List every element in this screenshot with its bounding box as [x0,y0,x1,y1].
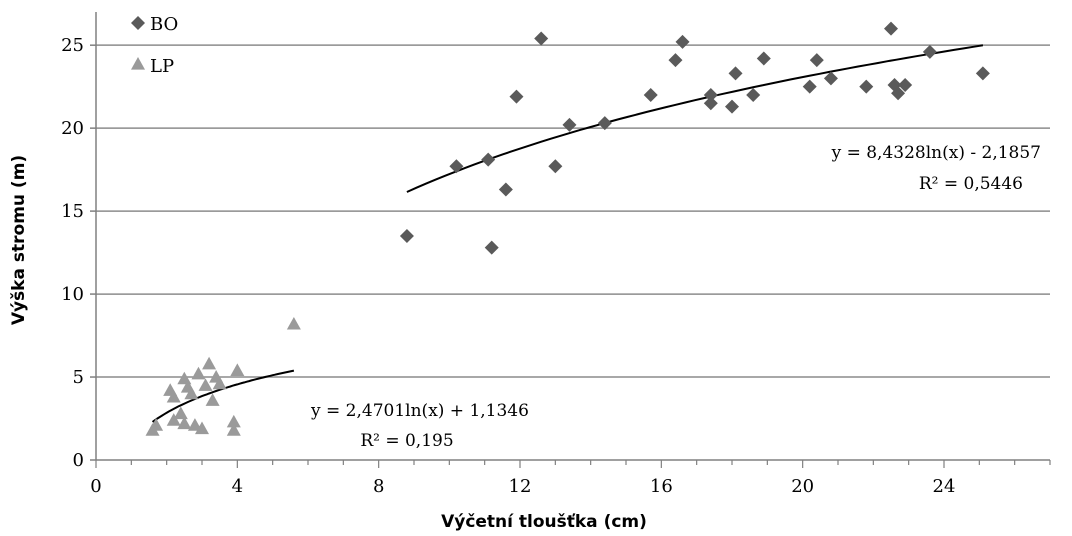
x-axis-title: Výčetní tloušťka (cm) [441,512,647,532]
point-bo-9 [597,116,612,131]
point-bo-11 [668,53,683,68]
point-lp-17 [212,376,227,390]
lp-trend-equation: y = 2,4701ln(x) + 1,1346 [310,401,529,421]
legend-label-bo: BO [150,14,178,35]
point-lp-9 [184,386,199,400]
point-bo-8 [562,117,577,132]
trendline-bo [406,44,984,193]
point-bo-12 [675,34,690,49]
point-bo-13 [703,96,718,111]
bo-trend-equation: y = 8,4328ln(x) - 2,1857 [831,143,1041,163]
y-tick-label-5: 5 [73,367,84,388]
point-bo-4 [498,182,513,197]
point-bo-5 [509,89,524,104]
point-lp-14 [202,356,217,370]
point-bo-21 [823,71,838,86]
point-bo-7 [548,159,563,174]
point-bo-3 [484,240,499,255]
point-bo-2 [481,152,496,167]
point-lp-19 [226,423,241,436]
data-points [145,21,990,436]
point-bo-22 [859,79,874,94]
point-bo-20 [809,53,824,68]
point-bo-14 [703,87,718,102]
legend-marker-bo [131,16,145,30]
point-bo-26 [898,78,913,93]
point-lp-3 [166,389,181,403]
point-bo-16 [728,66,743,81]
axes [95,12,1050,461]
point-lp-21 [286,316,301,330]
lp-trend-r2: R² = 0,195 [360,431,453,451]
point-lp-10 [187,418,202,431]
x-tick-label-24: 24 [933,476,956,497]
x-tick-label-8: 8 [373,476,384,497]
y-axis-title: Výška stromu (m) [9,155,29,325]
point-bo-19 [802,79,817,94]
point-lp-11 [191,366,206,380]
point-bo-25 [891,86,906,101]
x-tick-label-20: 20 [791,476,814,497]
bo-trend-r2: R² = 0,5446 [919,174,1023,194]
y-tick-label-0: 0 [73,450,84,471]
point-lp-20 [230,363,245,376]
trendlines [151,44,984,423]
point-bo-15 [725,99,739,114]
point-bo-27 [922,44,937,59]
point-bo-10 [643,87,658,102]
y-tick-label-15: 15 [61,201,84,222]
point-bo-23 [884,21,898,36]
point-bo-28 [975,66,990,81]
point-bo-1 [449,159,464,174]
x-tick-label-16: 16 [650,476,673,497]
x-tick-label-12: 12 [509,476,532,497]
point-bo-18 [756,51,771,66]
y-tick-label-20: 20 [61,118,84,139]
point-lp-18 [226,414,241,428]
legend-marker-lp [131,57,145,70]
point-lp-7 [177,416,192,430]
y-tick-label-10: 10 [61,284,84,305]
x-tick-label-0: 0 [90,476,101,497]
x-tick-label-4: 4 [232,476,243,497]
y-axis-ticks: 0 5 10 15 20 25 [61,35,96,471]
point-lp-6 [177,371,192,385]
point-bo-6 [534,31,549,46]
x-axis-ticks: 0 4 8 12 16 20 24 [90,460,1051,497]
legend: BO LP [131,14,178,77]
point-lp-13 [198,378,213,391]
point-bo-0 [399,229,414,243]
point-bo-17 [746,87,761,102]
gridlines [96,44,1050,378]
legend-label-lp: LP [150,56,174,77]
point-lp-4 [166,413,181,426]
y-tick-label-25: 25 [61,35,84,56]
point-lp-1 [149,418,164,431]
point-lp-12 [195,421,209,435]
point-lp-15 [205,393,220,406]
point-lp-5 [173,406,188,420]
